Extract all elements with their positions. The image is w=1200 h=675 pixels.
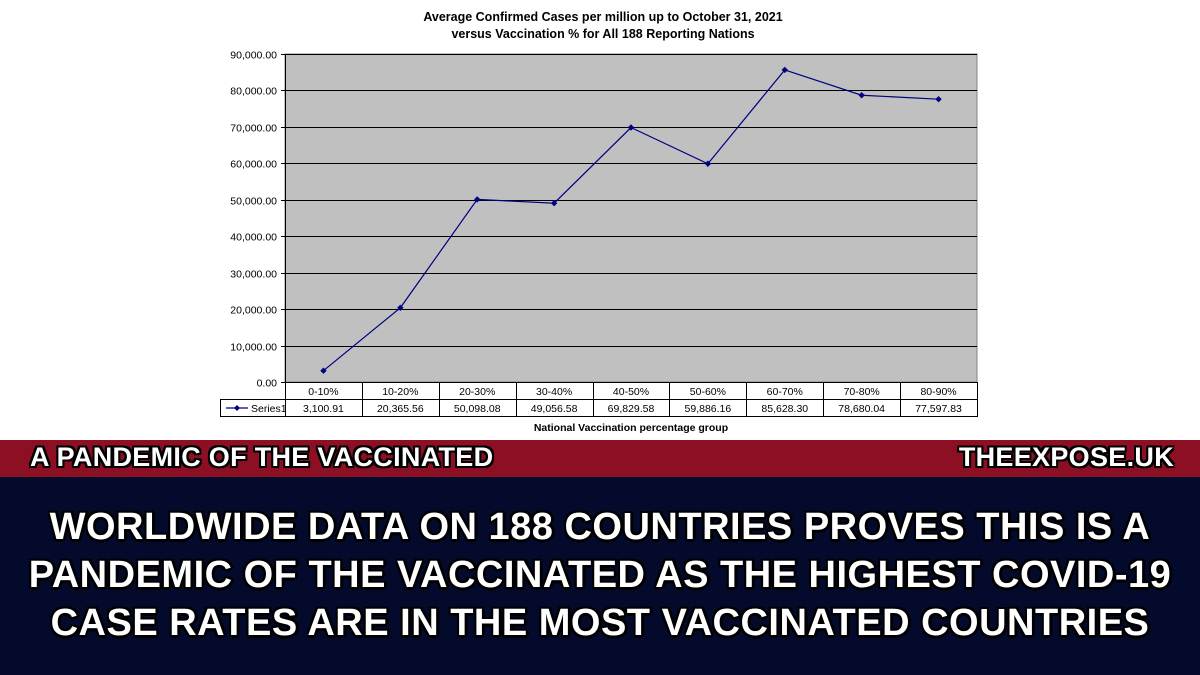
value-label: 59,886.16 [685,403,732,415]
line-chart: Average Confirmed Cases per million up t… [220,10,978,434]
category-label: 40-50% [613,386,649,398]
category-label: 80-90% [920,386,956,398]
headline: WORLDWIDE DATA ON 188 COUNTRIES PROVES T… [20,503,1180,647]
data-point [627,124,635,131]
value-label: 3,100.91 [303,403,344,415]
category-label: 0-10% [308,386,338,398]
banner: A PANDEMIC OF THE VACCINATED THEEXPOSE.U… [0,440,1200,477]
value-label: 49,056.58 [531,403,578,415]
chart-title: Average Confirmed Cases per million up t… [423,10,782,24]
y-tick-label: 70,000.00 [230,123,277,135]
category-label: 70-80% [844,386,880,398]
y-tick-label: 40,000.00 [230,232,277,244]
plot-area: 0.00 10,000.00 20,000.00 30,000.00 40,000.00… [230,50,978,390]
y-tick-label: 0.00 [257,378,278,390]
data-point [858,92,865,99]
value-label: 50,098.08 [454,403,501,415]
category-label: 50-60% [690,386,726,398]
headline-line: WORLDWIDE DATA ON 188 COUNTRIES PROVES T… [49,506,1151,548]
data-point [781,66,788,74]
headline-box: WORLDWIDE DATA ON 188 COUNTRIES PROVES T… [0,477,1200,675]
value-label: 78,680.04 [838,403,885,415]
headline-line: CASE RATES ARE IN THE MOST VACCINATED CO… [50,602,1150,644]
data-point [550,200,558,207]
legend-label: Series1 [251,403,287,415]
site-name: THEEXPOSE.UK [958,442,1174,472]
data-point [474,196,481,203]
legend-marker [234,405,240,411]
y-tick-label: 80,000.00 [230,86,277,98]
category-label: 60-70% [767,386,803,398]
plot-background [284,53,978,383]
headline-line: PANDEMIC OF THE VACCINATED AS THE HIGHES… [28,554,1172,596]
y-tick-label: 10,000.00 [230,342,277,354]
chart-subtitle: versus Vaccination % for All 188 Reporti… [451,27,754,41]
data-table: 0-10% 3,100.91 10-20% 20,365.56 20-30% 50,098… [220,382,978,417]
category-label: 30-40% [536,386,572,398]
y-tick-label: 30,000.00 [230,269,277,281]
data-point [704,160,712,167]
x-axis-label: National Vaccination percentage group [534,422,728,434]
category-label: 20-30% [459,386,495,398]
y-tick-label: 20,000.00 [230,305,277,317]
data-point [397,304,404,311]
y-tick-label: 60,000.00 [230,159,277,171]
value-label: 85,628.30 [761,403,808,415]
y-tick-label: 50,000.00 [230,196,277,208]
y-tick-label: 90,000.00 [230,50,277,62]
banner-tagline: A PANDEMIC OF THE VACCINATED [30,442,494,472]
value-label: 69,829.58 [608,403,655,415]
data-point [935,95,942,103]
chart-area: Average Confirmed Cases per million up t… [220,10,978,434]
value-label: 77,597.83 [915,403,962,415]
value-label: 20,365.56 [377,403,424,415]
category-label: 10-20% [382,386,418,398]
data-point [320,367,327,374]
